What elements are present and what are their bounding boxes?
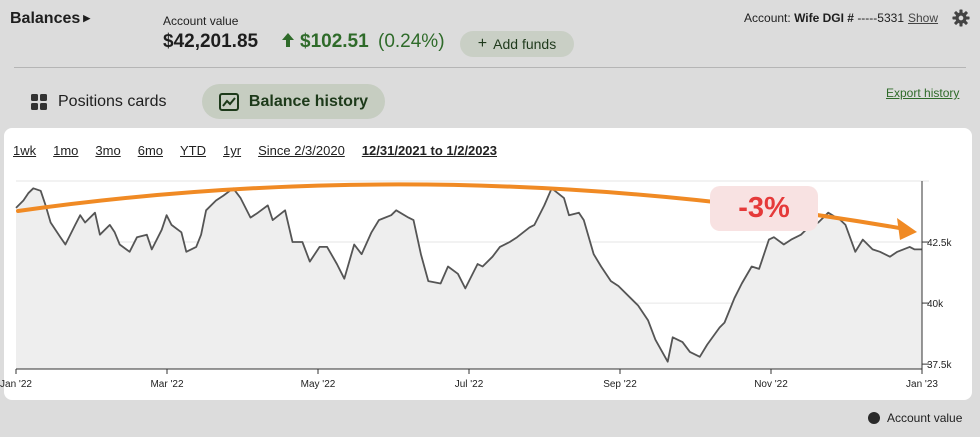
tab-positions-label: Positions cards (58, 93, 167, 110)
tab-balance-history[interactable]: Balance history (202, 84, 385, 119)
header-divider (14, 67, 966, 68)
y-tick-label: 40k (927, 299, 944, 310)
legend-label: Account value (887, 411, 963, 425)
range-option[interactable]: 1wk (13, 143, 37, 158)
x-tick-label: Nov '22 (754, 379, 788, 390)
trend-arrowhead (897, 218, 917, 240)
x-tick-label: Mar '22 (150, 379, 183, 390)
account-info: Account: Wife DGI # -----5331 (744, 11, 904, 25)
range-option[interactable]: 3mo (95, 143, 121, 158)
balances-label: Balances (10, 10, 81, 27)
x-tick-label: May '22 (301, 379, 336, 390)
range-option[interactable]: Since 2/3/2020 (258, 143, 345, 158)
change-amount: $102.51 (300, 31, 369, 52)
x-tick-label: Sep '22 (603, 379, 637, 390)
account-value-label: Account value (163, 14, 239, 28)
export-history-link[interactable]: Export history (886, 86, 960, 100)
gear-icon[interactable] (952, 9, 970, 27)
add-funds-button[interactable]: + Add funds (460, 31, 574, 57)
balances-dropdown[interactable]: Balances ▶ (10, 10, 90, 28)
chart-area (16, 188, 922, 369)
arrow-up-icon (282, 33, 294, 47)
grid-icon (31, 94, 47, 110)
tab-balance-label: Balance history (248, 92, 369, 110)
range-option[interactable]: 6mo (137, 143, 164, 158)
range-option[interactable]: YTD (180, 143, 207, 158)
y-tick-label: 42.5k (927, 238, 952, 249)
change-percent: (0.24%) (378, 31, 445, 52)
y-tick-label: 37.5k (927, 360, 952, 371)
tab-positions-cards[interactable]: Positions cards (30, 88, 167, 116)
range-option[interactable]: 1yr (223, 143, 242, 158)
legend-dot (868, 412, 880, 424)
series-line (15, 187, 922, 363)
plus-icon: + (477, 35, 488, 52)
range-option-active[interactable]: 12/31/2021 to 1/2/2023 (361, 143, 497, 158)
chart-legend: Account value (868, 411, 962, 425)
account-number: -----5331 (857, 11, 904, 25)
account-name: Wife DGI # (794, 11, 854, 25)
account-prefix: Account: (744, 11, 791, 25)
add-funds-label: Add funds (493, 36, 557, 52)
x-tick-label: Jan '22 (0, 379, 32, 390)
line-chart-icon (218, 92, 239, 111)
x-tick-label: Jul '22 (455, 379, 484, 390)
caret-right-icon: ▶ (83, 13, 91, 23)
account-value: $42,201.85 (163, 31, 259, 52)
x-tick-label: Jan '23 (906, 379, 938, 390)
change-callout: -3% (710, 186, 818, 231)
show-account-link[interactable]: Show (908, 11, 939, 25)
range-selector: 1wk 1mo 3mo 6mo YTD 1yr Since 2/3/2020 1… (13, 143, 514, 158)
range-option[interactable]: 1mo (53, 143, 79, 158)
